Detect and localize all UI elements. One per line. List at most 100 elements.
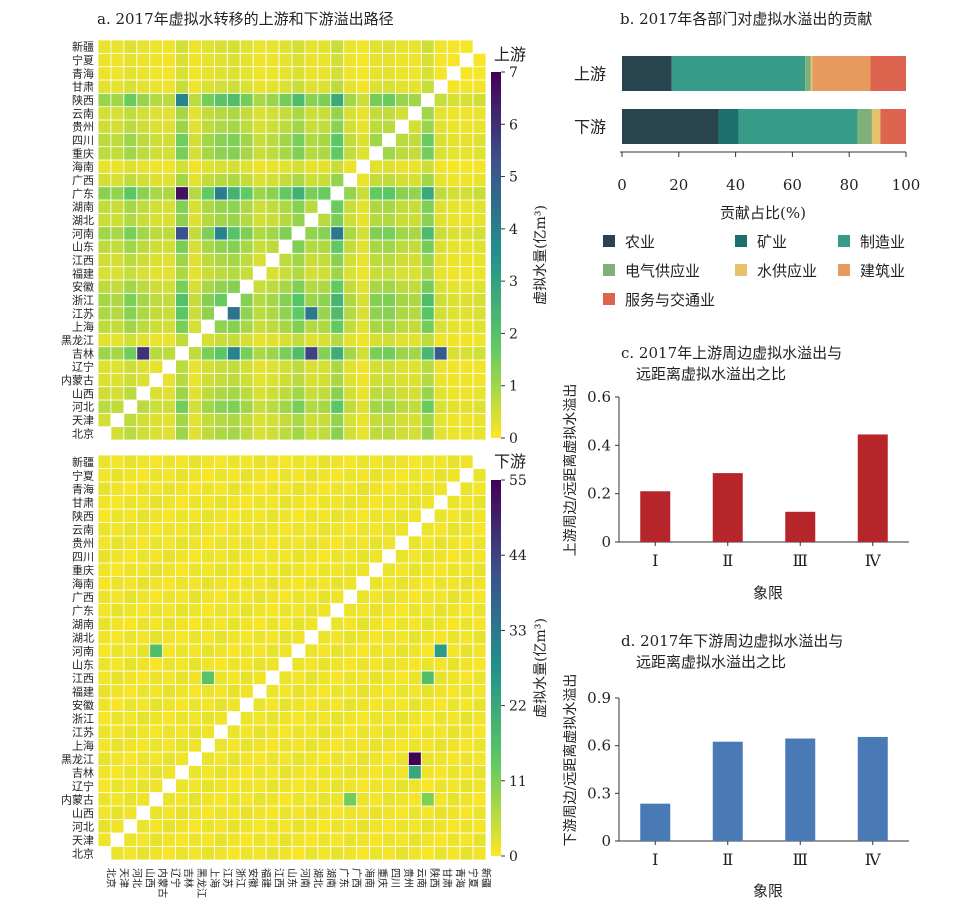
heatmap-cell <box>291 778 306 793</box>
heatmap-cell <box>226 846 241 861</box>
heatmap-cell <box>446 630 461 645</box>
heatmap-cell-diagonal <box>421 93 435 107</box>
heatmap-cell <box>110 332 125 348</box>
heatmap-cell <box>97 792 112 807</box>
heatmap-cell <box>149 332 164 348</box>
heatmap-cell <box>175 508 189 523</box>
x-tick-label: Ⅲ <box>793 551 808 570</box>
heatmap-cell <box>459 372 474 388</box>
heatmap-cell <box>356 412 370 428</box>
heatmap-cell <box>433 616 448 631</box>
heatmap-cell <box>459 657 474 672</box>
heatmap-cell <box>239 172 254 188</box>
province-column-label: 河北 <box>130 868 142 888</box>
heatmap-cell <box>136 792 151 807</box>
bar <box>640 803 671 841</box>
heatmap-cell <box>278 372 293 388</box>
heatmap-cell <box>175 522 189 537</box>
heatmap-cell <box>330 159 345 174</box>
heatmap-cell <box>239 92 254 108</box>
heatmap-cell <box>420 711 435 726</box>
heatmap-cell <box>395 239 409 254</box>
heatmap-cell <box>356 279 370 294</box>
heatmap-cell <box>213 346 228 361</box>
heatmap-cell <box>407 79 422 94</box>
heatmap-cell <box>188 846 202 861</box>
heatmap-cell <box>343 159 358 174</box>
heatmap-cell <box>188 765 202 780</box>
heatmap-cell <box>226 562 241 577</box>
heatmap-cell <box>239 522 254 537</box>
heatmap-cell <box>459 186 474 201</box>
heatmap-cell <box>278 186 293 201</box>
heatmap-cell <box>213 643 228 658</box>
heatmap-cell <box>446 738 461 753</box>
legend-label: 建筑业 <box>860 262 905 280</box>
heatmap-cell <box>343 426 358 441</box>
heatmap-cell <box>369 805 383 820</box>
heatmap-cell <box>420 66 435 81</box>
heatmap-cell <box>459 386 474 401</box>
heatmap-cell <box>343 106 358 121</box>
heatmap-cell <box>330 562 345 577</box>
heatmap-cell <box>407 426 422 441</box>
heatmap-cell <box>304 172 319 188</box>
heatmap-cell <box>213 106 228 121</box>
heatmap-cell <box>252 630 267 645</box>
heatmap-cell <box>420 199 435 214</box>
heatmap-cell <box>369 226 383 241</box>
heatmap-cell-diagonal <box>201 738 215 752</box>
heatmap-cell <box>446 226 461 241</box>
heatmap-cell <box>175 79 189 94</box>
province-row-label: 贵州 <box>72 537 94 550</box>
heatmap-cell <box>330 412 345 428</box>
heatmap-cell <box>252 819 267 834</box>
heatmap-cell <box>420 643 435 658</box>
heatmap-cell <box>123 186 138 201</box>
heatmap-cell <box>382 724 396 739</box>
heatmap-cell <box>382 212 396 228</box>
stacked-bar-segment <box>622 109 719 144</box>
heatmap-cell <box>356 239 370 254</box>
heatmap-cell <box>317 39 332 54</box>
heatmap-cell <box>110 481 125 496</box>
x-tick-label: Ⅱ <box>722 551 733 570</box>
heatmap-cell <box>420 616 435 631</box>
heatmap-cell <box>356 199 370 214</box>
heatmap-cell <box>175 106 189 121</box>
heatmap-cell <box>472 468 487 483</box>
heatmap-cell <box>239 562 254 577</box>
heatmap-cell <box>459 481 474 496</box>
heatmap-cell <box>459 535 474 550</box>
heatmap-cell <box>356 657 370 672</box>
heatmap-cell <box>472 186 487 201</box>
heatmap-cell <box>395 846 409 861</box>
heatmap-cell <box>201 522 215 537</box>
heatmap-cell <box>369 522 383 537</box>
heatmap-cell <box>459 670 474 685</box>
heatmap-cell <box>226 643 241 658</box>
heatmap-cell <box>420 319 435 334</box>
heatmap-cell <box>123 359 138 374</box>
heatmap-cell <box>356 589 370 604</box>
stacked-bar-segment <box>857 109 872 144</box>
heatmap-cell <box>356 292 370 308</box>
heatmap-cell <box>395 266 409 281</box>
heatmap-cell <box>395 630 409 645</box>
heatmap-cell <box>201 535 215 550</box>
heatmap-cell <box>149 630 164 645</box>
heatmap-cell <box>239 643 254 658</box>
heatmap-cell <box>369 508 383 523</box>
heatmap-cell <box>201 239 215 254</box>
heatmap-cell <box>149 239 164 254</box>
heatmap-cell <box>226 778 241 793</box>
heatmap-cell <box>252 346 267 361</box>
heatmap-cell <box>317 66 332 81</box>
heatmap-cell <box>433 186 448 201</box>
heatmap-cell <box>407 738 422 753</box>
heatmap-cell <box>330 778 345 793</box>
heatmap-cell <box>330 792 345 807</box>
heatmap-cell <box>472 778 487 793</box>
heatmap-cell <box>201 751 215 766</box>
heatmap-cell <box>239 199 254 214</box>
